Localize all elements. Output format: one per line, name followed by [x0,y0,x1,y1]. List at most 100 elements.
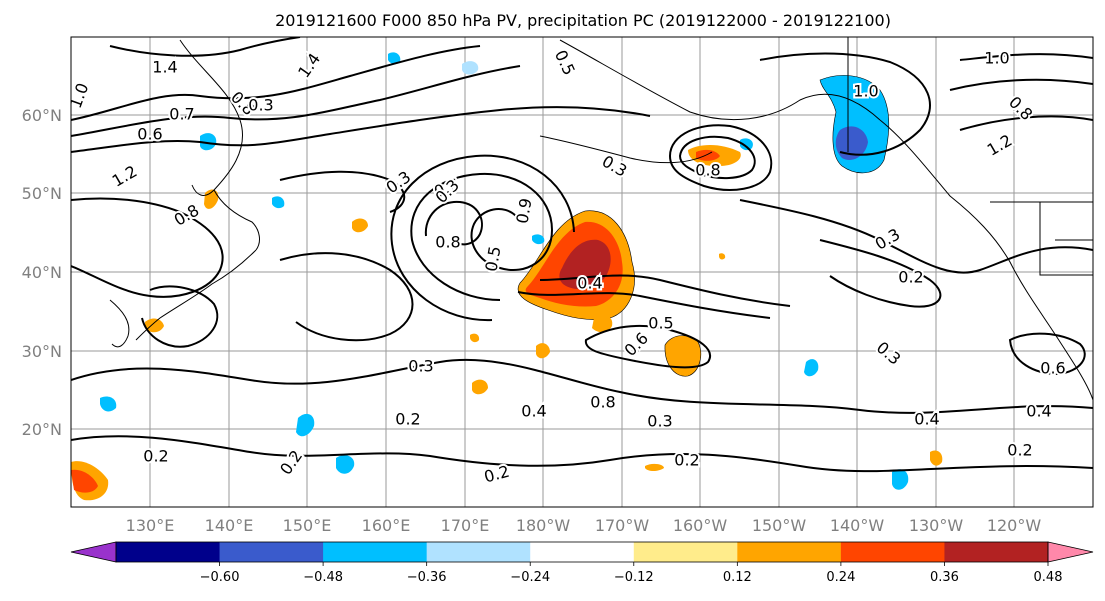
contour-label: 0.8 [435,233,460,252]
longitude-label: 140°E [205,516,254,535]
contour-label: 0.4 [914,410,939,429]
latitude-label: 40°N [22,263,62,282]
longitude-label: 180°W [516,516,571,535]
positive-anomaly-165w [592,315,613,333]
contour-south-2 [71,435,1093,473]
negative-anomaly-4 [892,469,909,490]
contour-label: 0.3 [248,96,273,115]
contour-mid-1 [279,170,406,213]
colorbar-segment [426,542,531,562]
latitude-label: 30°N [22,342,62,361]
contour-east-2 [819,239,942,308]
contour-label: 0.4 [521,402,546,421]
positive-anomaly-gulf-core [696,149,720,161]
colorbar-segment [116,542,221,562]
coastlines [109,37,1093,401]
border-state-1 [1039,202,1093,276]
contour-label: 1.4 [152,58,177,77]
contour-central-3 [584,324,711,369]
colorbar-tick-label: 0.36 [930,570,959,585]
longitude-label: 160°W [673,516,728,535]
contour-northeast-2 [949,78,1093,91]
contour-label: 0.6 [1040,359,1065,378]
contour-label: 0.4 [1026,402,1051,421]
contour-label: 0.6 [137,125,162,144]
contour-west-2 [141,285,219,348]
positive-anomaly-small-1 [352,218,368,233]
positive-anomaly-small-3 [536,343,550,359]
positive-anomaly-small-2 [472,379,488,395]
colorbar-tick-label: −0.48 [303,570,343,585]
colorbar-extend-min [70,541,117,563]
contour-label: 0.2 [898,268,923,287]
coastline-kuril-islands [213,189,260,251]
latitude-label: 20°N [22,420,62,439]
contour-label: 0.2 [395,410,420,429]
contour-alaska-1 [759,52,931,156]
coastline-alaska [559,39,881,121]
colorbar-tick-label: 0.12 [723,570,752,585]
negative-anomaly-alaska-core [835,126,868,161]
contour-east-1 [739,199,1093,274]
negative-anomaly-5 [200,133,217,151]
contour-mid-west [279,252,414,342]
colorbar-extend-max [1047,541,1094,563]
contour-label: 0.5 [648,314,673,333]
contour-northwest-1 [109,37,301,57]
negative-anomaly-10 [740,138,753,151]
coastline-aleutians [539,135,713,164]
colorbar-segment [219,542,324,562]
negative-anomaly-8 [100,396,117,412]
contour-central-1 [517,291,771,319]
contour-central-2 [539,274,791,307]
contour-label: 1.0 [853,82,878,101]
latitude-label: 50°N [22,184,62,203]
longitude-label: 170°E [441,516,490,535]
negative-anomaly-2 [336,455,355,474]
latitude-labels: 60°N 50°N 40°N 30°N 20°N [22,106,62,439]
contour-east-3 [1008,332,1086,376]
contour-south-1 [71,358,1093,414]
colorbar-segment [323,542,428,562]
contour-gulf-2 [678,135,756,180]
longitude-label: 170°W [595,516,650,535]
longitude-label: 120°W [987,516,1042,535]
contour-gulf-1 [668,124,773,191]
negative-anomaly-11 [532,234,545,245]
positive-anomaly-small-4 [930,450,943,466]
colorbar-segment [633,542,738,562]
contour-label: 0.7 [169,105,194,124]
contour-north-band-3 [71,106,651,153]
colorbar-tick-label: −0.12 [614,570,654,585]
colorbar-tick-label: −0.36 [407,570,447,585]
contour-west-1 [71,197,224,298]
contour-label: 0.3 [408,357,433,376]
contour-north-band-2 [71,65,521,137]
coastline-korea [109,299,130,348]
coastline-north-america [879,119,1093,401]
contour-label: 1.0 [984,49,1009,68]
colorbar-frame [115,541,1049,563]
negative-anomaly-9 [462,61,479,75]
contour-label: 0.8 [590,393,615,412]
map-area: 1.41.00.70.61.20.80.30.81.4 0.50.3 0.60.90… [70,36,1094,508]
positive-anomaly-japan [145,318,164,333]
contour-label: 0.2 [674,451,699,470]
contour-label: 0.2 [143,447,168,466]
longitude-labels: 130°E 140°E 150°E 160°E 170°E 180°W 170°W 160°W… [126,516,1042,535]
contour-label: 0.8 [695,161,720,180]
colorbar-tick-label: 0.24 [826,570,855,585]
negative-anomaly-1 [296,413,315,437]
longitude-label: 130°E [126,516,175,535]
colorbar-segment [530,542,635,562]
longitude-label: 150°W [752,516,807,535]
pv-contours [71,37,1093,473]
contour-spiral-mid [390,154,575,322]
contour-northeast-1 [959,53,1093,61]
contour-label: 0.2 [1007,441,1032,460]
contour-label: 0.4 [577,274,602,293]
contour-spiral-outer [410,172,554,301]
map-title: 2019121600 F000 850 hPa PV, precipitatio… [275,11,891,30]
colorbar: −0.60 −0.48 −0.36 −0.24 −0.12 0.12 0.24 0.36 0.4… [70,541,1094,585]
map-frame [70,36,1094,508]
